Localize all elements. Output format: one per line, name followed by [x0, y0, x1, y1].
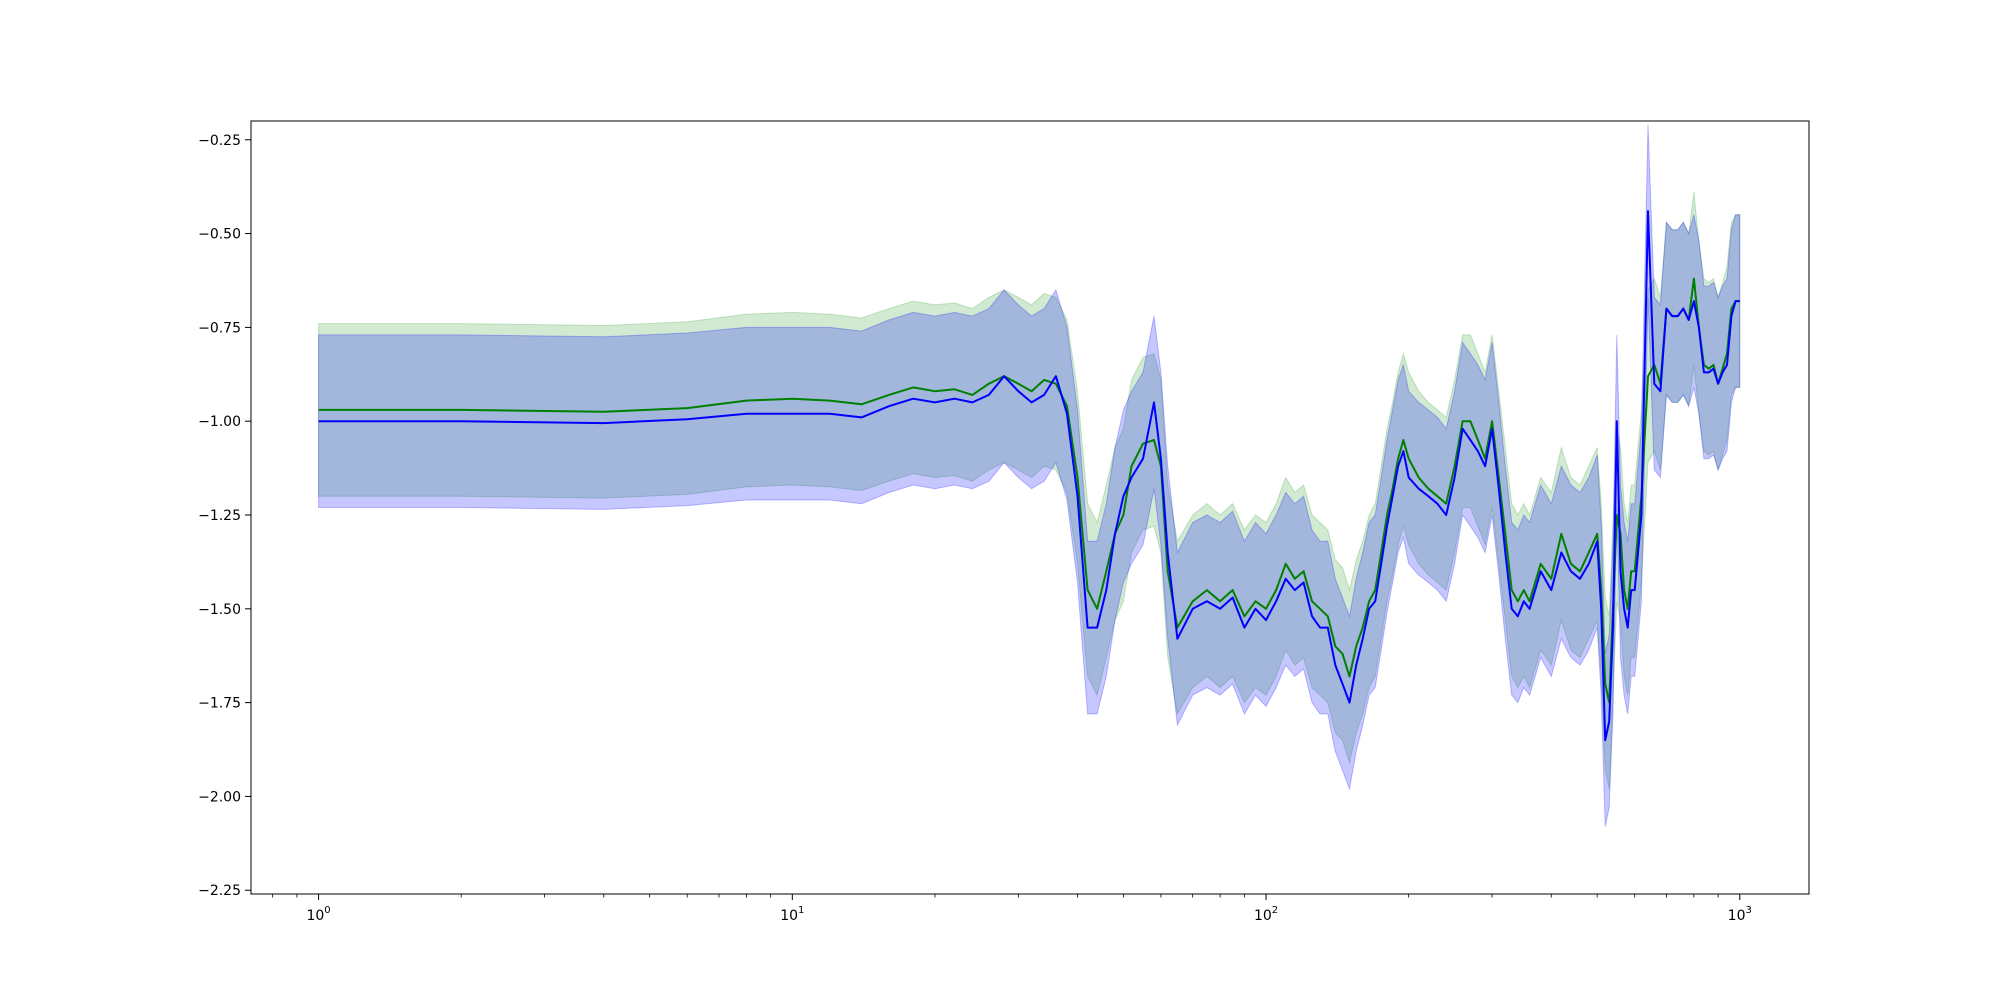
x-tick-label: 100 [306, 905, 330, 924]
series-2-band [318, 124, 1741, 827]
y-tick-label: −2.00 [198, 789, 241, 805]
plot-frame [250, 120, 1810, 895]
y-axis: −0.25 −0.50 −0.75 −1.00 −1.25 −1.50 −1.75 −2.00… [198, 133, 251, 899]
x-tick-label: 101 [780, 905, 804, 924]
y-tick-label: −0.50 [198, 227, 241, 243]
y-tick-label: −0.75 [198, 320, 241, 336]
x-axis: 100 101 102 103 [272, 894, 1752, 924]
y-tick-label: −2.25 [198, 883, 241, 899]
confidence-bands [318, 124, 1741, 827]
y-tick-label: −1.25 [198, 508, 241, 524]
y-tick-label: −0.25 [198, 133, 241, 149]
y-tick-label: −1.75 [198, 696, 241, 712]
series-lines [318, 210, 1740, 742]
y-tick-label: −1.00 [198, 414, 241, 430]
y-tick-label: −1.50 [198, 602, 241, 618]
x-tick-label: 103 [1728, 905, 1752, 924]
series-2-line [318, 210, 1740, 742]
series-1-band [318, 192, 1741, 790]
x-tick-label: 102 [1254, 905, 1278, 924]
